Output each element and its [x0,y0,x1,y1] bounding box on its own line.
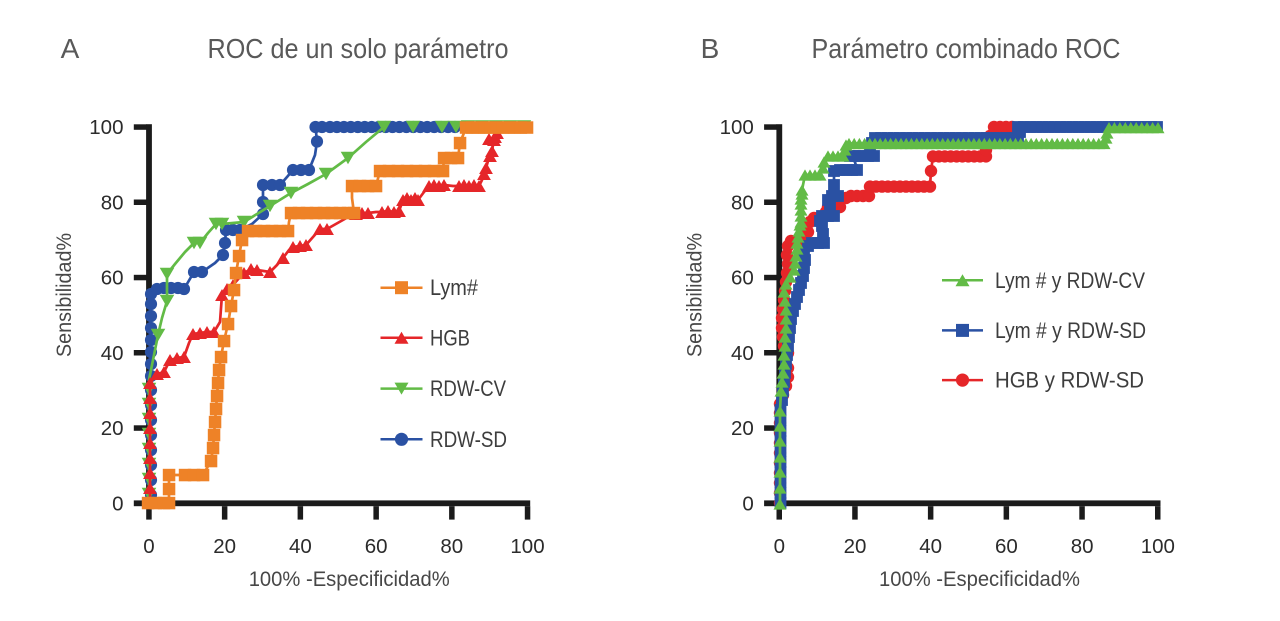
svg-text:100% -Especificidad%: 100% -Especificidad% [249,568,450,591]
svg-text:0: 0 [742,492,753,515]
svg-text:B: B [701,33,720,64]
svg-text:20: 20 [844,535,867,558]
svg-text:20: 20 [101,417,124,440]
svg-text:40: 40 [289,535,312,558]
svg-text:Sensibilidad%: Sensibilidad% [53,233,76,357]
svg-text:ROC de un solo parámetro: ROC de un solo parámetro [208,33,509,64]
svg-text:20: 20 [731,417,754,440]
svg-text:0: 0 [112,492,123,515]
svg-text:80: 80 [440,535,463,558]
svg-text:HGB y RDW-SD: HGB y RDW-SD [995,368,1144,393]
svg-text:RDW-SD: RDW-SD [430,427,507,452]
svg-text:60: 60 [995,535,1018,558]
svg-text:Lym#: Lym# [430,275,479,300]
svg-text:100: 100 [720,116,754,139]
svg-text:Lym # y RDW-CV: Lym # y RDW-CV [995,268,1145,293]
svg-text:60: 60 [365,535,388,558]
svg-text:80: 80 [731,191,754,214]
svg-text:0: 0 [774,535,785,558]
svg-text:60: 60 [101,267,124,290]
svg-text:A: A [61,33,80,64]
svg-text:80: 80 [1071,535,1094,558]
svg-text:80: 80 [101,191,124,214]
svg-text:100: 100 [1141,535,1175,558]
svg-text:HGB: HGB [430,325,470,350]
svg-text:RDW-CV: RDW-CV [430,376,506,401]
svg-text:60: 60 [731,267,754,290]
svg-text:100% -Especificidad%: 100% -Especificidad% [879,568,1080,591]
svg-text:Sensibilidad%: Sensibilidad% [683,233,706,357]
svg-text:0: 0 [143,535,154,558]
svg-text:Lym # y RDW-SD: Lym # y RDW-SD [995,318,1146,343]
svg-text:40: 40 [731,342,754,365]
svg-text:Parámetro combinado ROC: Parámetro combinado ROC [812,33,1121,64]
svg-text:100: 100 [89,116,123,139]
svg-text:20: 20 [213,535,236,558]
svg-text:40: 40 [101,342,124,365]
svg-text:100: 100 [510,535,544,558]
svg-text:40: 40 [919,535,942,558]
